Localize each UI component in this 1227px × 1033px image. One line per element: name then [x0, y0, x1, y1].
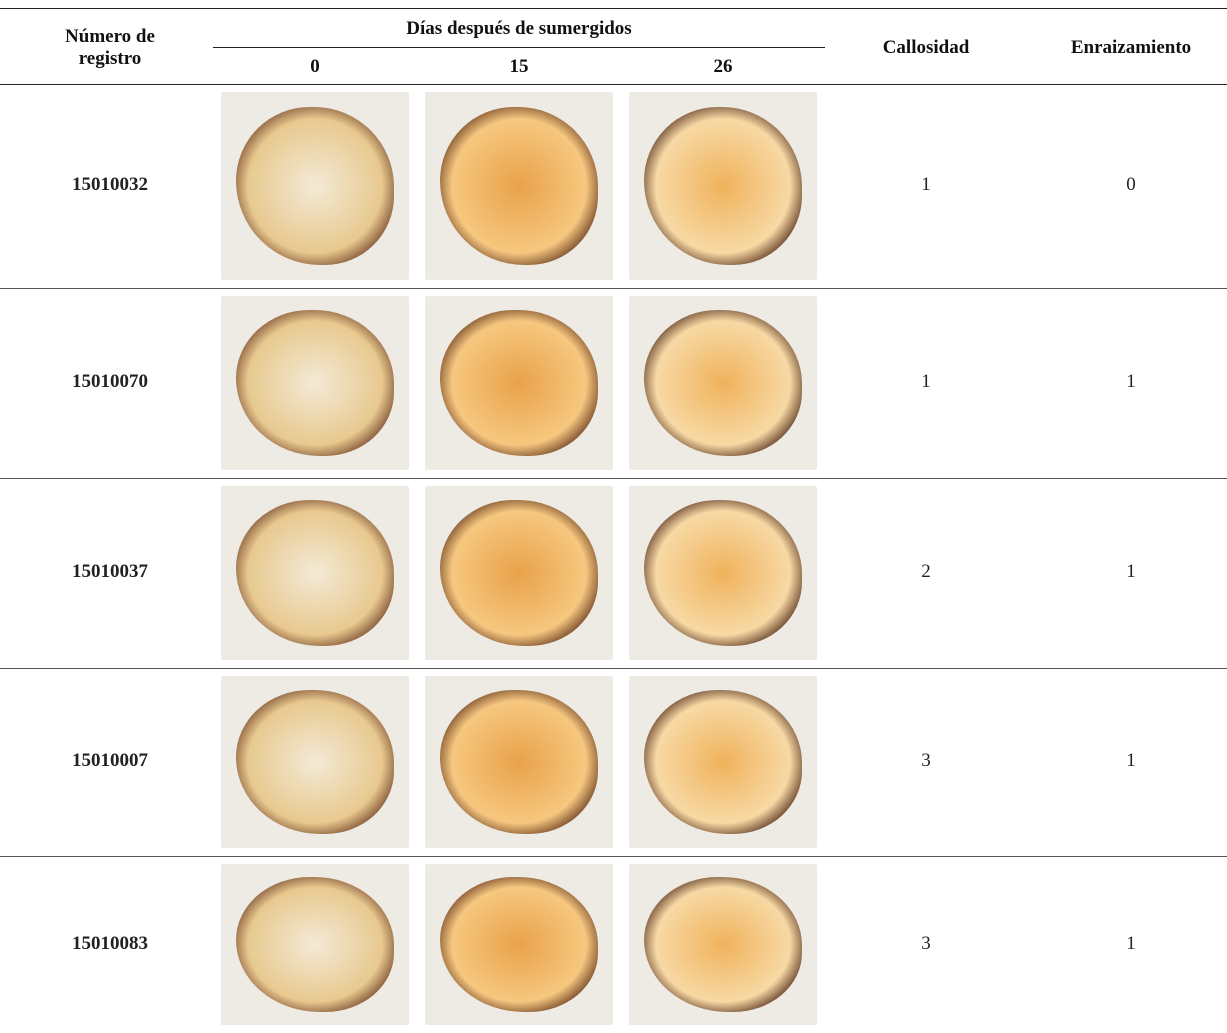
photo — [629, 92, 817, 280]
enraizamiento: 1 — [1126, 750, 1136, 771]
photo — [425, 864, 613, 1025]
header-enraizamiento: Enraizamiento — [1070, 37, 1192, 58]
photo — [221, 676, 409, 848]
registro: 15010007 — [72, 750, 148, 771]
tuber — [440, 689, 598, 835]
enraizamiento: 1 — [1126, 371, 1136, 392]
header-rule — [0, 84, 1227, 85]
callosidad: 2 — [921, 561, 931, 582]
photo — [425, 486, 613, 660]
tuber — [440, 876, 598, 1013]
row-rule — [0, 668, 1227, 669]
photo — [221, 296, 409, 470]
tuber — [440, 107, 598, 265]
row-rule — [0, 478, 1227, 479]
photo — [221, 864, 409, 1025]
photo — [629, 676, 817, 848]
photo — [629, 486, 817, 660]
header-callosidad: Callosidad — [882, 37, 970, 58]
photo — [425, 676, 613, 848]
enraizamiento: 1 — [1126, 561, 1136, 582]
top-rule — [0, 8, 1227, 9]
photo — [221, 486, 409, 660]
tuber — [236, 499, 394, 647]
registro: 15010037 — [72, 561, 148, 582]
tuber — [236, 309, 394, 457]
tuber — [440, 499, 598, 647]
tuber — [644, 107, 802, 265]
callosidad: 3 — [921, 932, 931, 954]
callosidad: 1 — [921, 174, 931, 195]
photo — [629, 296, 817, 470]
tuber — [644, 689, 802, 835]
header-day: 0 — [310, 56, 320, 77]
enraizamiento: 0 — [1126, 174, 1136, 195]
callosidad: 1 — [921, 371, 931, 392]
row-rule — [0, 288, 1227, 289]
header-day: 26 — [713, 56, 733, 77]
tuber — [440, 309, 598, 457]
header-day: 15 — [509, 56, 529, 77]
header-registro: Número de registro — [65, 26, 155, 69]
photo — [629, 864, 817, 1025]
photo — [425, 296, 613, 470]
tuber — [236, 107, 394, 265]
enraizamiento: 1 — [1126, 932, 1136, 954]
tuber — [644, 876, 802, 1013]
photo — [221, 92, 409, 280]
sub-rule — [213, 47, 825, 48]
row-rule — [0, 856, 1227, 857]
registro: 15010083 — [72, 932, 148, 954]
tuber — [236, 689, 394, 835]
tuber — [644, 499, 802, 647]
header-dias: Días después de sumergidos — [406, 18, 632, 39]
tuber — [236, 876, 394, 1013]
callosidad: 3 — [921, 750, 931, 771]
registro: 15010070 — [72, 371, 148, 392]
tuber — [644, 309, 802, 457]
photo — [425, 92, 613, 280]
registro: 15010032 — [72, 174, 148, 195]
